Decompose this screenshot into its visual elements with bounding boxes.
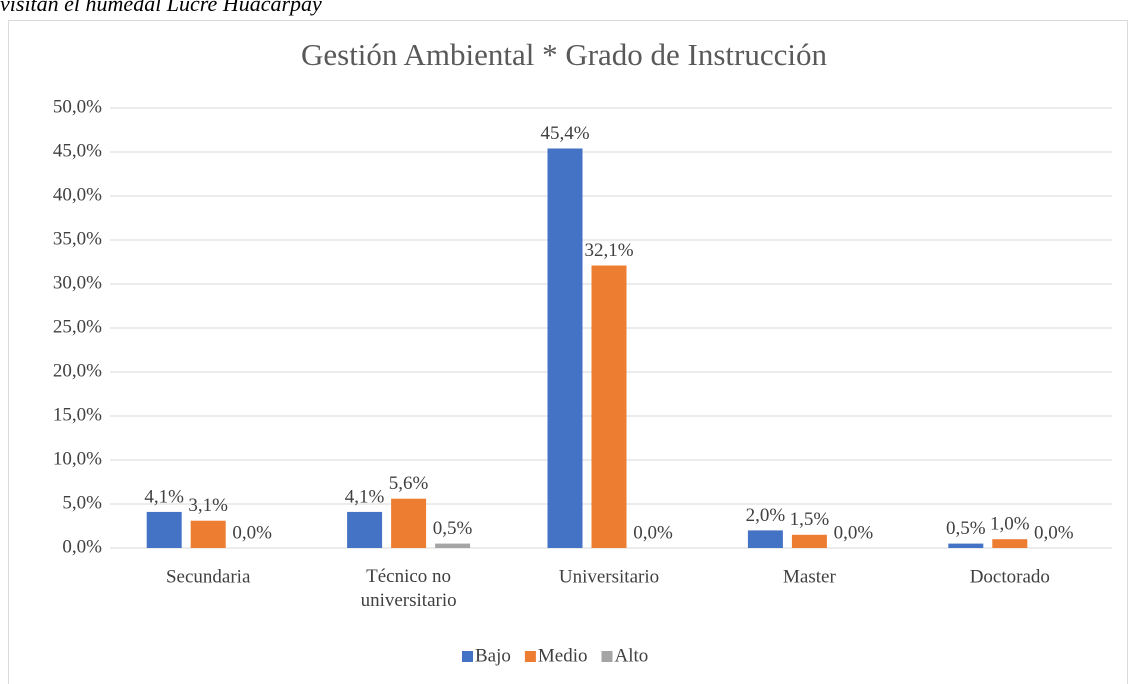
data-label: 0,0%	[232, 522, 272, 543]
data-label: 0,0%	[834, 522, 874, 543]
bar	[146, 511, 182, 548]
y-tick-label: 45,0%	[53, 140, 102, 161]
data-label: 0,0%	[633, 522, 673, 543]
bar	[435, 543, 471, 548]
data-label: 0,5%	[433, 518, 473, 539]
bar	[347, 511, 383, 548]
caption: visitan el humedal Lucre Huacarpay	[0, 0, 322, 16]
y-tick-label: 50,0%	[53, 96, 102, 117]
data-label: 2,0%	[746, 505, 786, 526]
data-label: 4,1%	[345, 486, 385, 507]
data-label: 32,1%	[584, 240, 633, 261]
legend-swatch	[601, 651, 613, 662]
data-label: 4,1%	[144, 486, 184, 507]
x-tick-label: Técnico no universitario	[361, 566, 457, 611]
y-tick-label: 15,0%	[53, 404, 102, 425]
data-label: 45,4%	[540, 123, 589, 144]
x-tick-label: Secundaria	[166, 566, 251, 587]
y-tick-label: 25,0%	[53, 316, 102, 337]
x-tick-label: Master	[783, 566, 836, 587]
y-tick-label: 35,0%	[53, 228, 102, 249]
bar	[791, 534, 827, 548]
bar	[391, 498, 427, 548]
x-tick-label: Doctorado	[970, 566, 1050, 587]
data-label: 0,0%	[1034, 522, 1074, 543]
data-label: 0,5%	[946, 518, 986, 539]
bar	[747, 530, 783, 548]
y-tick-label: 20,0%	[53, 360, 102, 381]
data-label: 1,0%	[990, 514, 1030, 535]
legend-label: Bajo	[475, 645, 511, 666]
legend-swatch	[462, 651, 473, 662]
bar	[948, 543, 984, 548]
x-tick-label: Universitario	[559, 566, 659, 587]
legend-label: Alto	[615, 645, 649, 666]
y-tick-label: 10,0%	[53, 448, 102, 469]
legend-label: Medio	[538, 645, 588, 666]
bar	[992, 539, 1028, 548]
y-tick-label: 30,0%	[53, 272, 102, 293]
y-tick-label: 0,0%	[62, 536, 102, 557]
chart-title: Gestión Ambiental * Grado de Instrucción	[301, 37, 828, 72]
data-label: 5,6%	[389, 473, 429, 494]
bar	[190, 520, 226, 548]
y-tick-label: 40,0%	[53, 184, 102, 205]
legend-swatch	[524, 651, 536, 662]
data-label: 1,5%	[790, 509, 830, 530]
bar	[547, 148, 583, 549]
bar	[591, 265, 627, 548]
data-label: 3,1%	[188, 495, 228, 516]
y-tick-label: 5,0%	[62, 492, 102, 513]
